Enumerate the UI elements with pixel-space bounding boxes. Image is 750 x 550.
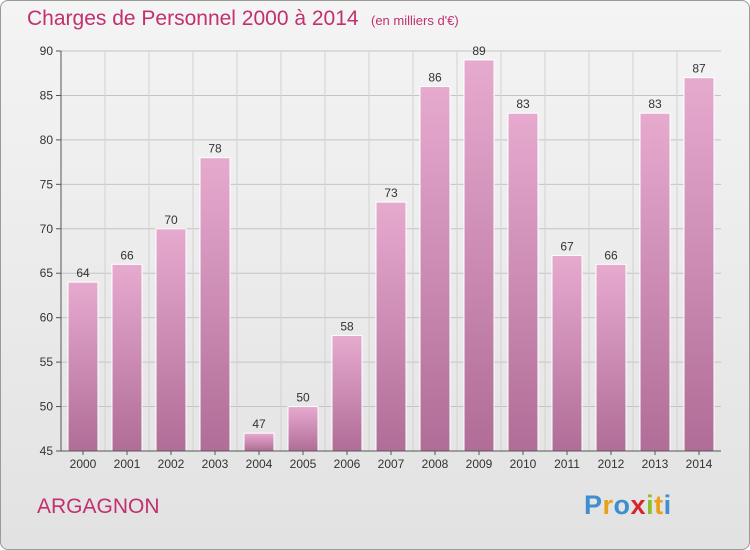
bar — [199, 157, 231, 452]
bar — [683, 77, 715, 452]
x-tick-label: 2010 — [510, 457, 537, 471]
bar-value-label: 83 — [648, 97, 662, 111]
bar-value-label: 87 — [692, 62, 706, 76]
x-tick-label: 2000 — [70, 457, 97, 471]
bar — [67, 281, 99, 452]
x-tick-label: 2007 — [378, 457, 405, 471]
chart-unit: (en milliers d'€) — [371, 13, 459, 28]
commune-name: ARGAGNON — [37, 495, 160, 518]
logo-letter: r — [602, 490, 614, 520]
bar — [551, 254, 583, 452]
bar — [331, 334, 363, 452]
bar — [375, 201, 407, 452]
proxiti-logo: Proxiti — [584, 490, 672, 521]
bar-value-label: 66 — [120, 248, 134, 262]
bar — [155, 228, 187, 452]
bar-value-label: 50 — [296, 391, 310, 405]
axes: 45 50 55 60 65 70 75 80 85 90 2000 2001 2002 2003 2004… — [40, 44, 721, 471]
y-tick-label: 85 — [40, 88, 54, 102]
logo-letter: x — [630, 490, 647, 520]
x-tick-label: 2004 — [246, 457, 273, 471]
chart-title: Charges de Personnel 2000 à 2014 — [27, 7, 359, 30]
bar-value-label: 70 — [164, 213, 178, 227]
bar — [639, 112, 671, 452]
x-tick-label: 2008 — [422, 457, 449, 471]
x-tick-label: 2002 — [158, 457, 185, 471]
y-tick-label: 75 — [40, 177, 54, 191]
bar — [287, 406, 319, 452]
bar-value-label: 58 — [340, 319, 354, 333]
x-tick-label: 2001 — [114, 457, 141, 471]
x-tick-label: 2009 — [466, 457, 493, 471]
logo-letter: i — [646, 490, 655, 520]
bar-value-label: 64 — [76, 266, 90, 280]
bar-value-label: 66 — [604, 248, 618, 262]
x-tick-label: 2012 — [598, 457, 625, 471]
y-tick-label: 45 — [40, 444, 54, 458]
bar — [419, 86, 451, 452]
y-tick-label: 70 — [40, 222, 54, 236]
bar-value-label: 86 — [428, 71, 442, 85]
x-tick-label: 2014 — [686, 457, 713, 471]
bar — [463, 59, 495, 452]
y-tick-label: 55 — [40, 355, 54, 369]
logo-letter: i — [663, 490, 672, 520]
x-tick-label: 2013 — [642, 457, 669, 471]
bar-value-label: 89 — [472, 44, 486, 58]
logo-letter: o — [613, 490, 631, 520]
y-tick-label: 65 — [40, 266, 54, 280]
x-tick-label: 2005 — [290, 457, 317, 471]
logo-letter: P — [584, 490, 603, 520]
bar — [507, 112, 539, 452]
x-tick-label: 2006 — [334, 457, 361, 471]
y-tick-label: 90 — [40, 44, 54, 58]
bar — [111, 263, 143, 452]
bar-value-label: 47 — [252, 417, 266, 431]
bar — [595, 263, 627, 452]
bars: 64 66 70 78 47 50 58 73 86 89 83 67 66 83 87 — [67, 44, 715, 452]
bar-value-label: 73 — [384, 186, 398, 200]
x-tick-label: 2011 — [554, 457, 580, 471]
bar — [243, 432, 275, 452]
bar-value-label: 67 — [560, 239, 574, 253]
y-tick-label: 80 — [40, 133, 54, 147]
y-tick-label: 60 — [40, 311, 54, 325]
y-tick-label: 50 — [40, 400, 54, 414]
bar-value-label: 83 — [516, 97, 530, 111]
x-tick-label: 2003 — [202, 457, 229, 471]
bar-value-label: 78 — [208, 142, 222, 156]
logo-letter: t — [654, 490, 664, 520]
